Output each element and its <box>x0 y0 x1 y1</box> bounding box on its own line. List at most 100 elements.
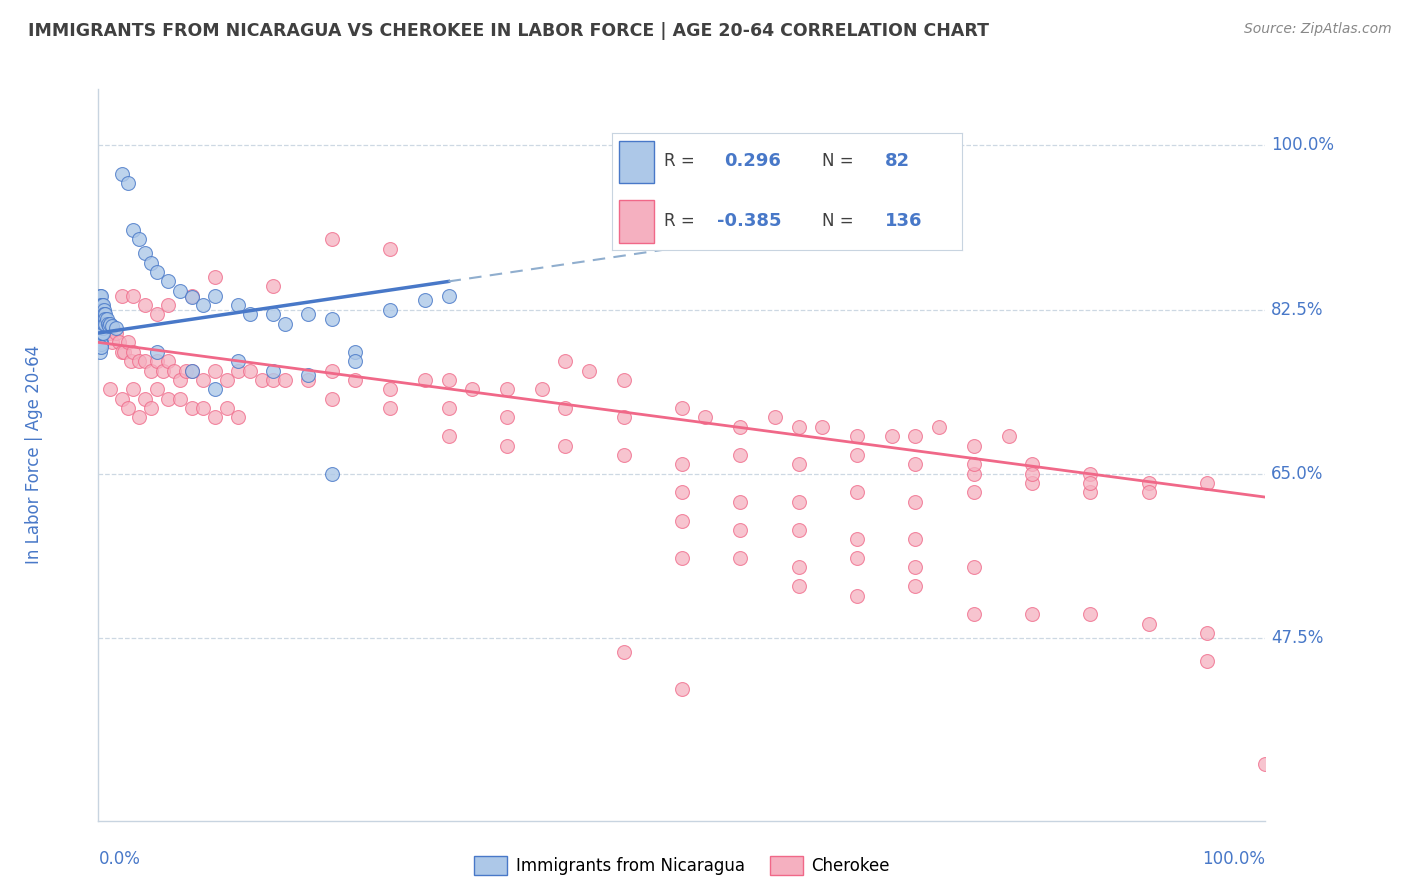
Point <box>321 467 343 481</box>
Point <box>671 551 693 566</box>
Point <box>437 401 460 415</box>
Point <box>811 419 834 434</box>
Point <box>120 354 142 368</box>
Point <box>845 551 868 566</box>
Point <box>89 318 111 333</box>
Point <box>671 485 693 500</box>
Point <box>139 401 162 415</box>
Point <box>962 485 984 500</box>
Point <box>97 318 120 333</box>
Point <box>91 321 114 335</box>
Point <box>89 321 111 335</box>
Point <box>612 410 634 425</box>
Point <box>169 373 191 387</box>
Point <box>122 344 145 359</box>
Point <box>89 312 111 326</box>
Point <box>554 438 576 452</box>
Point <box>90 317 112 331</box>
Point <box>91 298 114 312</box>
Point <box>612 373 634 387</box>
Point <box>344 354 367 368</box>
Point <box>152 363 174 377</box>
Point <box>146 354 169 368</box>
Point <box>146 307 169 321</box>
Point <box>111 392 134 406</box>
FancyBboxPatch shape <box>619 201 654 243</box>
Point <box>250 373 273 387</box>
Point <box>344 344 367 359</box>
Point <box>321 232 343 246</box>
Point <box>90 317 112 331</box>
Text: IMMIGRANTS FROM NICARAGUA VS CHEROKEE IN LABOR FORCE | AGE 20-64 CORRELATION CHA: IMMIGRANTS FROM NICARAGUA VS CHEROKEE IN… <box>28 22 988 40</box>
Point <box>108 335 131 350</box>
Point <box>1137 485 1160 500</box>
Point <box>98 326 121 340</box>
Point <box>1080 607 1102 622</box>
Point <box>437 288 460 302</box>
Point <box>413 373 436 387</box>
Point <box>554 354 576 368</box>
Point <box>730 551 752 566</box>
Point <box>787 419 810 434</box>
Point <box>962 467 984 481</box>
Point <box>157 392 180 406</box>
Point <box>1080 476 1102 491</box>
Text: 82.5%: 82.5% <box>1271 301 1323 318</box>
Point <box>90 298 112 312</box>
Point <box>89 344 111 359</box>
Text: 82: 82 <box>884 153 910 170</box>
Point <box>695 410 717 425</box>
Point <box>98 317 121 331</box>
Point <box>904 560 927 574</box>
Point <box>730 523 752 537</box>
Point <box>90 288 112 302</box>
Point <box>90 318 112 333</box>
Point <box>1195 626 1218 640</box>
Point <box>90 307 112 321</box>
Point <box>157 354 180 368</box>
Point <box>122 223 145 237</box>
Point <box>228 354 250 368</box>
Point <box>787 560 810 574</box>
Point <box>111 167 134 181</box>
FancyBboxPatch shape <box>619 141 654 183</box>
Point <box>787 579 810 593</box>
Point <box>228 298 250 312</box>
Point <box>880 429 903 443</box>
Point <box>962 458 984 472</box>
Point <box>437 373 460 387</box>
Point <box>378 401 402 415</box>
Point <box>612 645 634 659</box>
Point <box>93 317 115 331</box>
Point <box>495 382 517 396</box>
Point <box>134 298 156 312</box>
Point <box>117 335 139 350</box>
Point <box>962 560 984 574</box>
Point <box>101 335 124 350</box>
Point <box>98 382 121 396</box>
Point <box>94 317 117 331</box>
Text: 100.0%: 100.0% <box>1271 136 1334 154</box>
Point <box>997 429 1019 443</box>
Point <box>262 373 284 387</box>
Point <box>134 354 156 368</box>
Point <box>1195 654 1218 668</box>
Point <box>117 176 139 190</box>
Point <box>94 307 117 321</box>
Point <box>730 448 752 462</box>
Point <box>845 448 868 462</box>
Point <box>89 307 111 321</box>
Point <box>671 514 693 528</box>
Point <box>101 318 124 333</box>
Point <box>90 307 112 321</box>
Point <box>97 317 120 331</box>
Point <box>193 373 215 387</box>
Point <box>128 410 150 425</box>
Point <box>89 340 111 354</box>
Point <box>787 523 810 537</box>
Point <box>262 279 284 293</box>
Text: 65.0%: 65.0% <box>1271 465 1323 483</box>
Point <box>321 312 343 326</box>
Point <box>90 312 112 326</box>
Point <box>128 232 150 246</box>
